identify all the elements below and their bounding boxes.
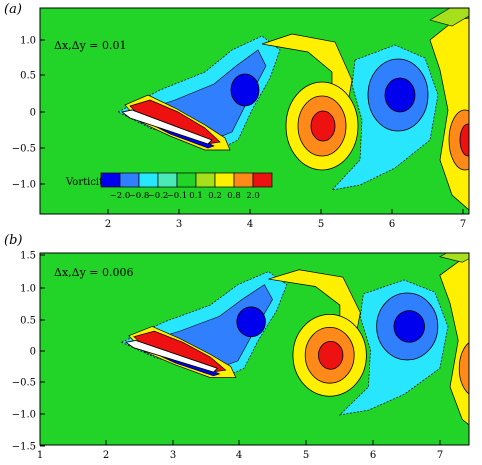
colorbar-swatch [176, 172, 197, 188]
x-tick-label: 3 [176, 219, 182, 230]
panel-b-letter: (b) [4, 233, 23, 248]
colorbar-swatch [214, 172, 235, 188]
y-tick-label: 0.5 [20, 316, 36, 327]
y-tick-label: −1.0 [12, 180, 36, 191]
colorbar: Vorticity−2.0−0.8−0.2−0.1 0.1 0.2 0.8 2.0 [65, 172, 273, 201]
colorbar-swatch [138, 172, 159, 188]
colorbar-swatch [157, 172, 178, 188]
vortex-positive-2-core [470, 353, 482, 383]
vortex-positive-1-core [310, 110, 336, 142]
x-tick-label: 4 [236, 450, 242, 461]
x-tick-label: 4 [247, 219, 253, 230]
y-tick-label: −1.5 [12, 442, 36, 453]
y-tick-label: −0.5 [12, 378, 36, 389]
colorbar-level: 2.0 [246, 191, 260, 201]
colorbar-level: −2.0 [110, 191, 131, 201]
y-tick-label: 0.5 [20, 71, 36, 82]
plot-frame [39, 7, 470, 215]
vortex-positive-1-core [318, 340, 344, 370]
y-tick-label: 1.0 [20, 284, 36, 295]
panel-a-letter: (a) [4, 2, 22, 17]
x-tick-label: 2 [105, 219, 111, 230]
vortex-positive-2-mid [448, 109, 469, 171]
colorbar-level: 0.8 [227, 191, 241, 201]
colorbar-level: −0.1 [167, 191, 188, 201]
y-tick-label: 0 [30, 108, 36, 119]
colorbar-swatch [119, 172, 140, 188]
panel-b: 1 2 3 4 5 6 7 1.5 1.0 0.5 0 −0.5 −1.0 −1.5 Δx,Δy = 0.0… [12, 251, 482, 461]
y-tick-label: 1.5 [20, 251, 36, 262]
y-tick-label: 1.0 [20, 36, 36, 47]
x-tick-label: 6 [389, 219, 395, 230]
vortex-negative-2-core [393, 310, 425, 343]
colorbar-level: 0.2 [208, 191, 222, 201]
x-tick-label: 3 [170, 450, 176, 461]
vortex-negative-2-core [384, 77, 416, 113]
x-tick-label: 6 [370, 450, 376, 461]
colorbar-swatch [252, 172, 273, 188]
colorbar-swatch [100, 172, 121, 188]
y-tick-label: 0 [30, 347, 36, 358]
grid-spacing-annotation: Δx,Δy = 0.01 [54, 39, 127, 52]
x-tick-label: 2 [103, 450, 109, 461]
x-tick-label: 7 [460, 219, 466, 230]
colorbar-swatch [195, 172, 216, 188]
x-tick-label: 5 [318, 219, 324, 230]
plot-frame [39, 252, 470, 446]
y-tick-label: −0.5 [12, 144, 36, 155]
vortex-negative-1 [230, 73, 260, 107]
colorbar-level: −0.2 [148, 191, 169, 201]
vortex-positive-2-core [459, 123, 469, 157]
y-tick-label: −1.0 [12, 410, 36, 421]
x-tick-label: 7 [437, 450, 443, 461]
x-tick-label: 5 [303, 450, 309, 461]
colorbar-label: Vorticity [65, 177, 109, 188]
colorbar-level: 0.1 [189, 191, 203, 201]
weak-positive-tail [429, 8, 469, 27]
weak-positive-tail [439, 253, 469, 263]
x-tick-label: 1 [37, 450, 43, 461]
vorticity-field [120, 253, 482, 426]
plate-body [120, 109, 213, 145]
plate-body [124, 339, 219, 373]
vortex-positive-2-mid [458, 342, 469, 395]
colorbar-level: −0.8 [129, 191, 150, 201]
colorbar-swatch [233, 172, 254, 188]
grid-spacing-annotation: Δx,Δy = 0.006 [54, 266, 134, 279]
vortex-negative-1 [236, 306, 266, 338]
vorticity-field [117, 8, 469, 211]
